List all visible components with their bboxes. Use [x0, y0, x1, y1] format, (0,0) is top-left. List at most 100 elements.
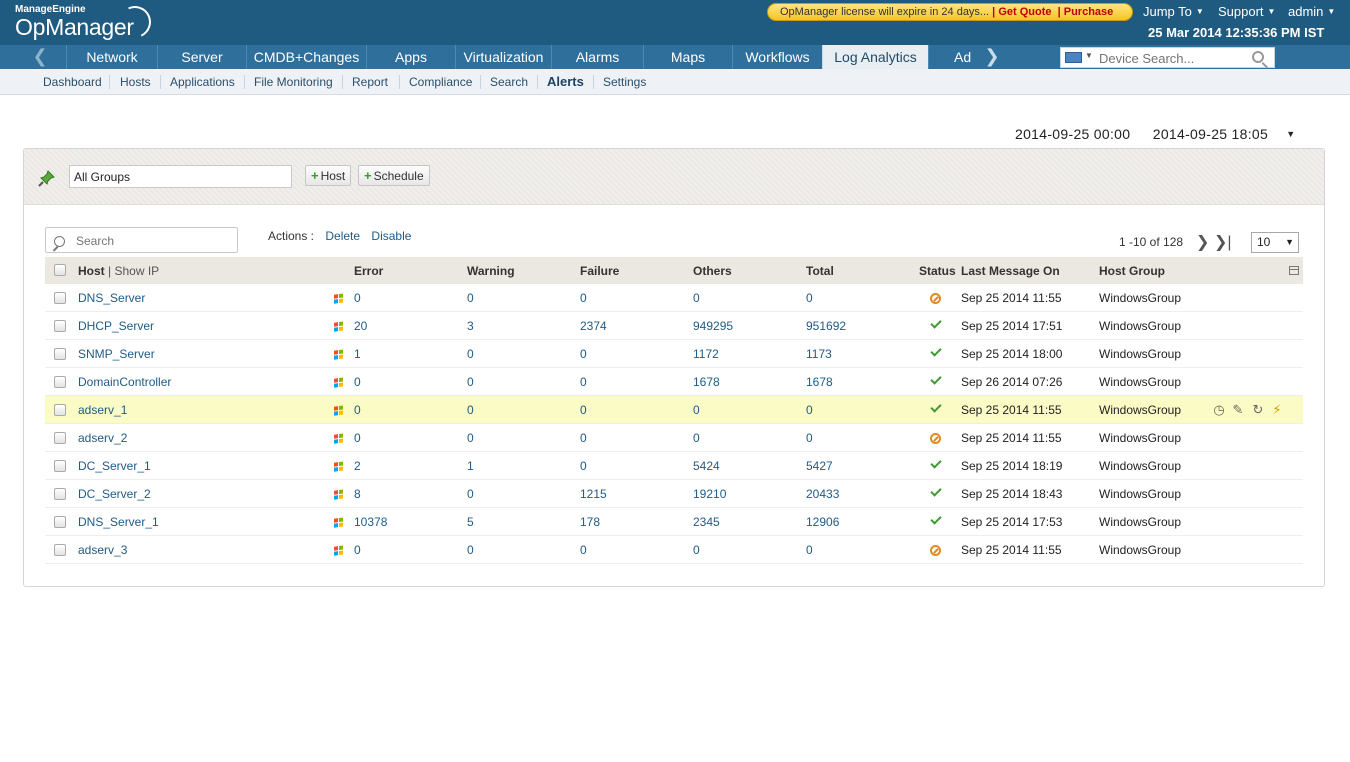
nav-workflows[interactable]: Workflows	[732, 45, 822, 69]
nav-virtualization[interactable]: Virtualization	[455, 45, 551, 69]
others-count[interactable]: 949295	[693, 319, 734, 333]
subnav-report[interactable]: Report	[352, 75, 389, 89]
select-all-checkbox[interactable]	[54, 264, 66, 276]
nav-log-analytics[interactable]: Log Analytics	[822, 45, 928, 69]
subnav-search[interactable]: Search	[490, 75, 529, 89]
failure-count[interactable]: 0	[580, 347, 587, 361]
total-count[interactable]: 1678	[806, 375, 833, 389]
table-row[interactable]: adserv_3 0 0 0 0 0 Sep 25 2014 11:55 WindowsGro…	[45, 536, 1303, 564]
subnav-applications[interactable]: Applications	[170, 75, 235, 89]
table-row[interactable]: DNS_Server_1 10378 5 178 2345 12906 Sep 25 201…	[45, 508, 1303, 536]
host-name-link[interactable]: DC_Server_2	[78, 487, 151, 501]
warning-count[interactable]: 0	[467, 543, 474, 557]
subnav-settings[interactable]: Settings	[603, 75, 647, 89]
nav-scroll-left-icon[interactable]: ❮	[32, 46, 48, 66]
error-count[interactable]: 10378	[354, 515, 388, 529]
host-name-link[interactable]: DNS_Server_1	[78, 515, 159, 529]
search-icon[interactable]	[1252, 51, 1264, 63]
error-count[interactable]: 8	[354, 487, 361, 501]
failure-count[interactable]: 0	[580, 403, 587, 417]
failure-count[interactable]: 2374	[580, 319, 607, 333]
error-count[interactable]: 0	[354, 291, 361, 305]
user-menu[interactable]: admin ▼	[1288, 4, 1335, 19]
warning-count[interactable]: 3	[467, 319, 474, 333]
failure-count[interactable]: 0	[580, 375, 587, 389]
chevron-down-icon[interactable]: ▼	[1085, 51, 1093, 60]
column-status[interactable]: Status	[919, 264, 956, 278]
warning-count[interactable]: 0	[467, 487, 474, 501]
column-total[interactable]: Total	[806, 264, 834, 278]
monitor-icon[interactable]	[1065, 52, 1082, 63]
column-last-message[interactable]: Last Message On	[961, 264, 1060, 278]
column-error[interactable]: Error	[354, 264, 384, 278]
error-count[interactable]: 20	[354, 319, 368, 333]
table-row[interactable]: SNMP_Server 1 0 0 1172 1173 Sep 25 2014 18:00 W…	[45, 340, 1303, 368]
warning-count[interactable]: 1	[467, 459, 474, 473]
failure-count[interactable]: 0	[580, 291, 587, 305]
others-count[interactable]: 0	[693, 543, 700, 557]
warning-count[interactable]: 5	[467, 515, 474, 529]
purchase-link[interactable]: Purchase	[1063, 6, 1114, 18]
column-warning[interactable]: Warning	[467, 264, 515, 278]
others-count[interactable]: 2345	[693, 515, 720, 529]
date-range-picker[interactable]: 2014-09-25 00:00 2014-09-25 18:05 ▼	[1015, 126, 1296, 142]
table-row[interactable]: adserv_1 0 0 0 0 0 Sep 25 2014 11:55 WindowsGro…	[45, 396, 1303, 424]
table-row[interactable]: DomainController 0 0 0 1678 1678 Sep 26 2014 0…	[45, 368, 1303, 396]
table-row[interactable]: adserv_2 0 0 0 0 0 Sep 25 2014 11:55 WindowsGro…	[45, 424, 1303, 452]
host-name-link[interactable]: DHCP_Server	[78, 319, 155, 333]
last-page-icon[interactable]: ❯|	[1214, 234, 1232, 251]
get-quote-link[interactable]: Get Quote	[998, 6, 1052, 18]
nav-network[interactable]: Network	[66, 45, 157, 69]
failure-count[interactable]: 0	[580, 543, 587, 557]
add-schedule-button[interactable]: + Schedule	[358, 165, 430, 186]
column-chooser-icon[interactable]	[1289, 266, 1299, 275]
total-count[interactable]: 951692	[806, 319, 847, 333]
others-count[interactable]: 0	[693, 291, 700, 305]
error-count[interactable]: 0	[354, 403, 361, 417]
failure-count[interactable]: 1215	[580, 487, 607, 501]
column-host-group[interactable]: Host Group	[1099, 264, 1165, 278]
total-count[interactable]: 0	[806, 543, 813, 557]
failure-count[interactable]: 0	[580, 431, 587, 445]
host-name-link[interactable]: adserv_2	[78, 431, 128, 445]
next-page-icon[interactable]: ❯	[1196, 234, 1210, 251]
edit-icon[interactable]: ✎	[1232, 402, 1244, 417]
row-checkbox[interactable]	[54, 348, 66, 360]
total-count[interactable]: 12906	[806, 515, 840, 529]
error-count[interactable]: 0	[354, 431, 361, 445]
per-page-select[interactable]: 10 ▼	[1251, 232, 1299, 253]
error-count[interactable]: 0	[354, 543, 361, 557]
total-count[interactable]: 20433	[806, 487, 840, 501]
row-checkbox[interactable]	[54, 376, 66, 388]
subnav-dashboard[interactable]: Dashboard	[43, 75, 102, 89]
opmanager-logo[interactable]: ManageEngine OpManager	[15, 1, 156, 43]
history-icon[interactable]: ◷	[1213, 402, 1225, 417]
host-name-link[interactable]: adserv_1	[78, 403, 128, 417]
chevron-down-icon[interactable]: ▼	[1286, 129, 1296, 139]
row-checkbox[interactable]	[54, 488, 66, 500]
table-row[interactable]: DC_Server_2 8 0 1215 19210 20433 Sep 25 2014 1…	[45, 480, 1303, 508]
disable-action[interactable]: Disable	[371, 229, 412, 243]
column-failure[interactable]: Failure	[580, 264, 620, 278]
others-count[interactable]: 0	[693, 403, 700, 417]
column-host[interactable]: Host | Show IP	[78, 264, 160, 278]
others-count[interactable]: 0	[693, 431, 700, 445]
row-checkbox[interactable]	[54, 432, 66, 444]
others-count[interactable]: 1678	[693, 375, 720, 389]
failure-count[interactable]: 178	[580, 515, 601, 529]
host-name-link[interactable]: DC_Server_1	[78, 459, 151, 473]
total-count[interactable]: 1173	[806, 347, 832, 361]
error-count[interactable]: 0	[354, 375, 361, 389]
nav-cmdb-changes[interactable]: CMDB+Changes	[246, 45, 366, 69]
row-checkbox[interactable]	[54, 460, 66, 472]
others-count[interactable]: 5424	[693, 459, 720, 473]
host-name-link[interactable]: DomainController	[78, 375, 172, 389]
nav-alarms[interactable]: Alarms	[551, 45, 643, 69]
table-row[interactable]: DHCP_Server 20 3 2374 949295 951692 Sep 25 201…	[45, 312, 1303, 340]
warning-count[interactable]: 0	[467, 347, 474, 361]
pin-icon[interactable]	[38, 169, 56, 187]
warning-count[interactable]: 0	[467, 291, 474, 305]
error-count[interactable]: 2	[354, 459, 361, 473]
quick-actions-icon[interactable]: ⚡	[1272, 402, 1282, 417]
show-ip-link[interactable]: Show IP	[114, 264, 160, 278]
